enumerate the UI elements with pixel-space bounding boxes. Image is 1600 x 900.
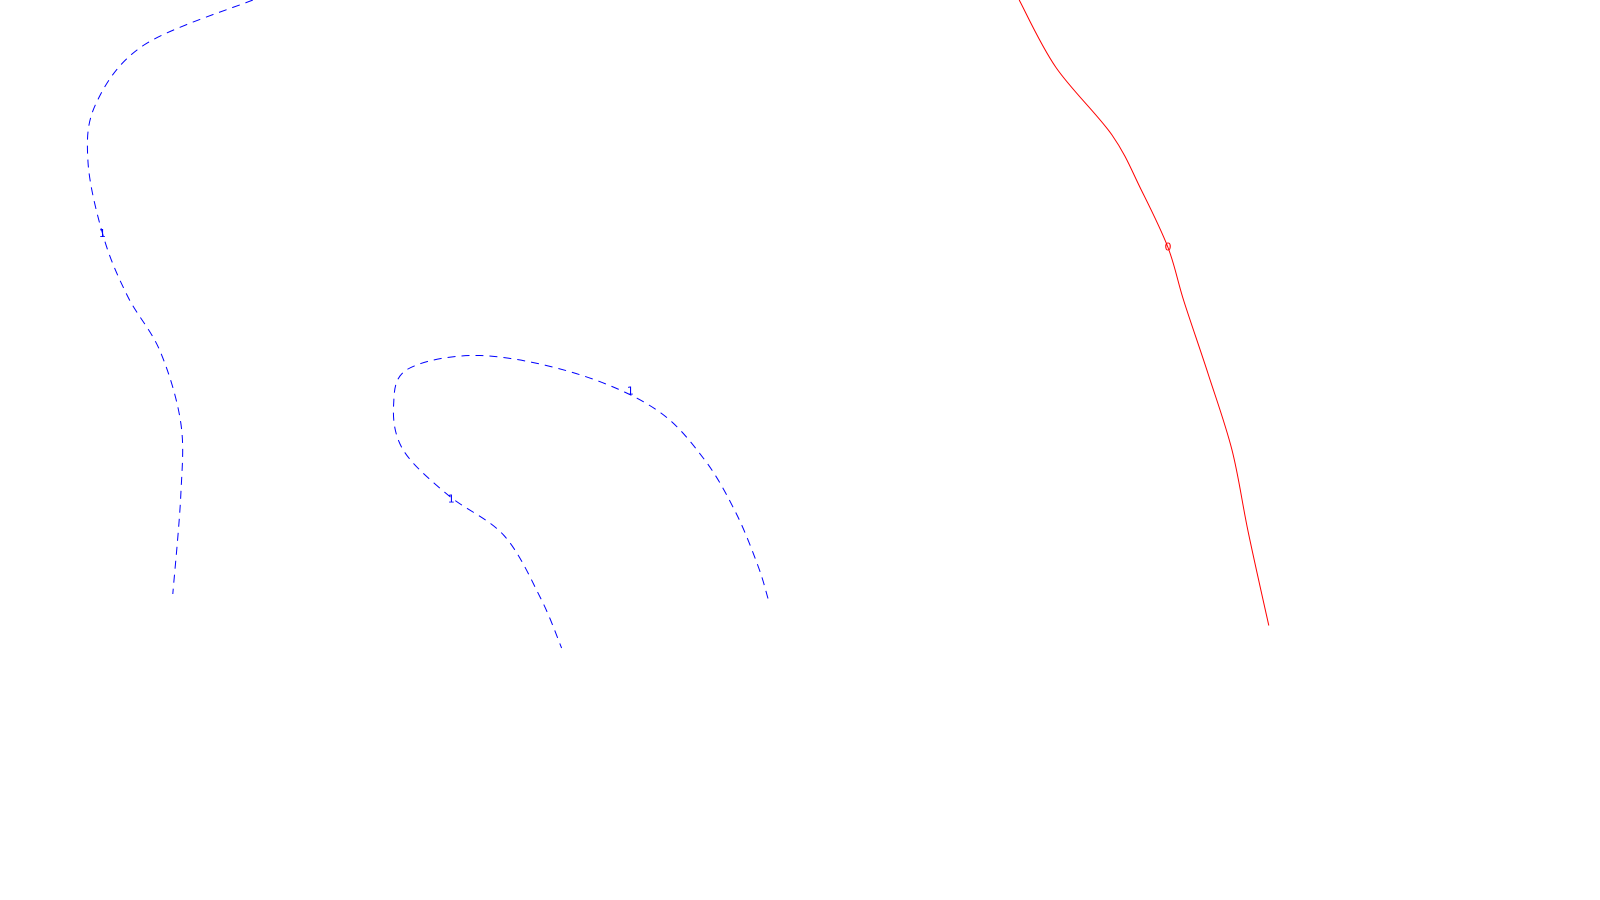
contour-label-1: 1 — [448, 493, 455, 506]
contour-label-1: 1 — [627, 385, 634, 398]
contour-label-1: 1 — [99, 227, 106, 240]
contour-line-level-1-1 — [86, 0, 253, 595]
contour-label-0: 0 — [1165, 241, 1172, 254]
contour-line-level-1-2 — [392, 354, 769, 649]
contour-line-level-0-3 — [1018, 0, 1270, 626]
contour-labels: 1 1 1 0 — [99, 227, 1172, 506]
contour-lines — [86, 0, 1270, 649]
